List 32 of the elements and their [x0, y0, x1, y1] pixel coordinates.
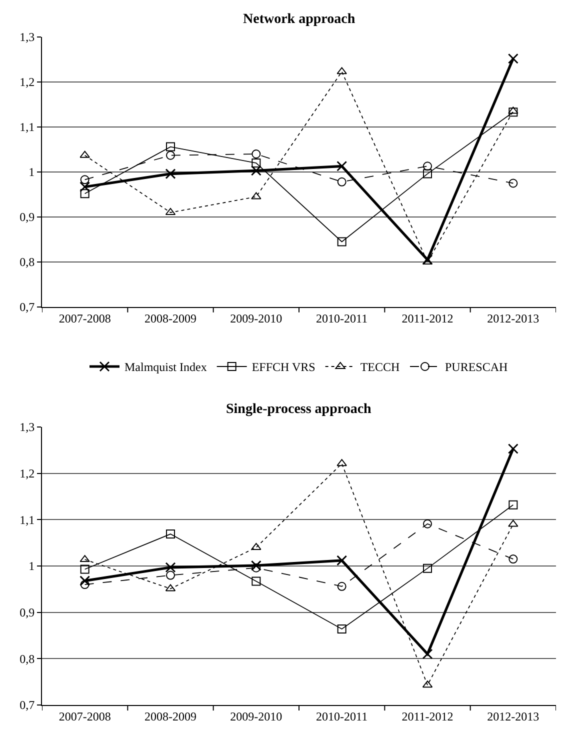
- y-tick-label: 1: [28, 559, 35, 574]
- x-tick-label: 2010-2011: [316, 311, 368, 326]
- y-tick-label: 0,9: [20, 606, 35, 620]
- x-tick-label: 2007-2008: [58, 709, 111, 724]
- chart-title: Single-process approach: [226, 402, 372, 417]
- y-tick-label: 1,1: [20, 512, 35, 527]
- x-tick-label: 2012-2013: [487, 311, 540, 326]
- y-tick-label: 0,9: [20, 210, 35, 224]
- x-tick-label: 2008-2009: [144, 709, 196, 724]
- x-tick-label: 2009-2010: [230, 709, 282, 724]
- x-tick-label: 2011-2012: [402, 311, 454, 326]
- y-tick-label: 0,8: [20, 255, 35, 270]
- legend-label: PURESCAH: [444, 360, 508, 374]
- y-tick-label: 0,8: [20, 652, 35, 666]
- legend-label: EFFCH VRS: [252, 360, 316, 374]
- legend-label: TECCH: [360, 360, 400, 374]
- y-tick-label: 0,7: [20, 698, 35, 712]
- y-tick-label: 0,7: [20, 300, 35, 314]
- x-tick-label: 2011-2012: [402, 709, 454, 724]
- y-tick-label: 1,3: [20, 30, 35, 44]
- x-tick-label: 2009-2010: [230, 311, 282, 326]
- x-tick-label: 2008-2009: [144, 311, 196, 326]
- y-tick-label: 1: [28, 165, 35, 180]
- x-tick-label: 2010-2011: [316, 709, 368, 724]
- y-tick-label: 1,1: [20, 120, 35, 134]
- x-tick-label: 2007-2008: [58, 311, 111, 326]
- x-tick-label: 2012-2013: [487, 709, 540, 724]
- y-tick-label: 1,2: [20, 75, 35, 90]
- chart-title: Network approach: [243, 12, 356, 27]
- y-tick-label: 1,3: [20, 420, 35, 434]
- y-tick-label: 1,2: [20, 466, 35, 481]
- legend-label: Malmquist Index: [124, 360, 207, 374]
